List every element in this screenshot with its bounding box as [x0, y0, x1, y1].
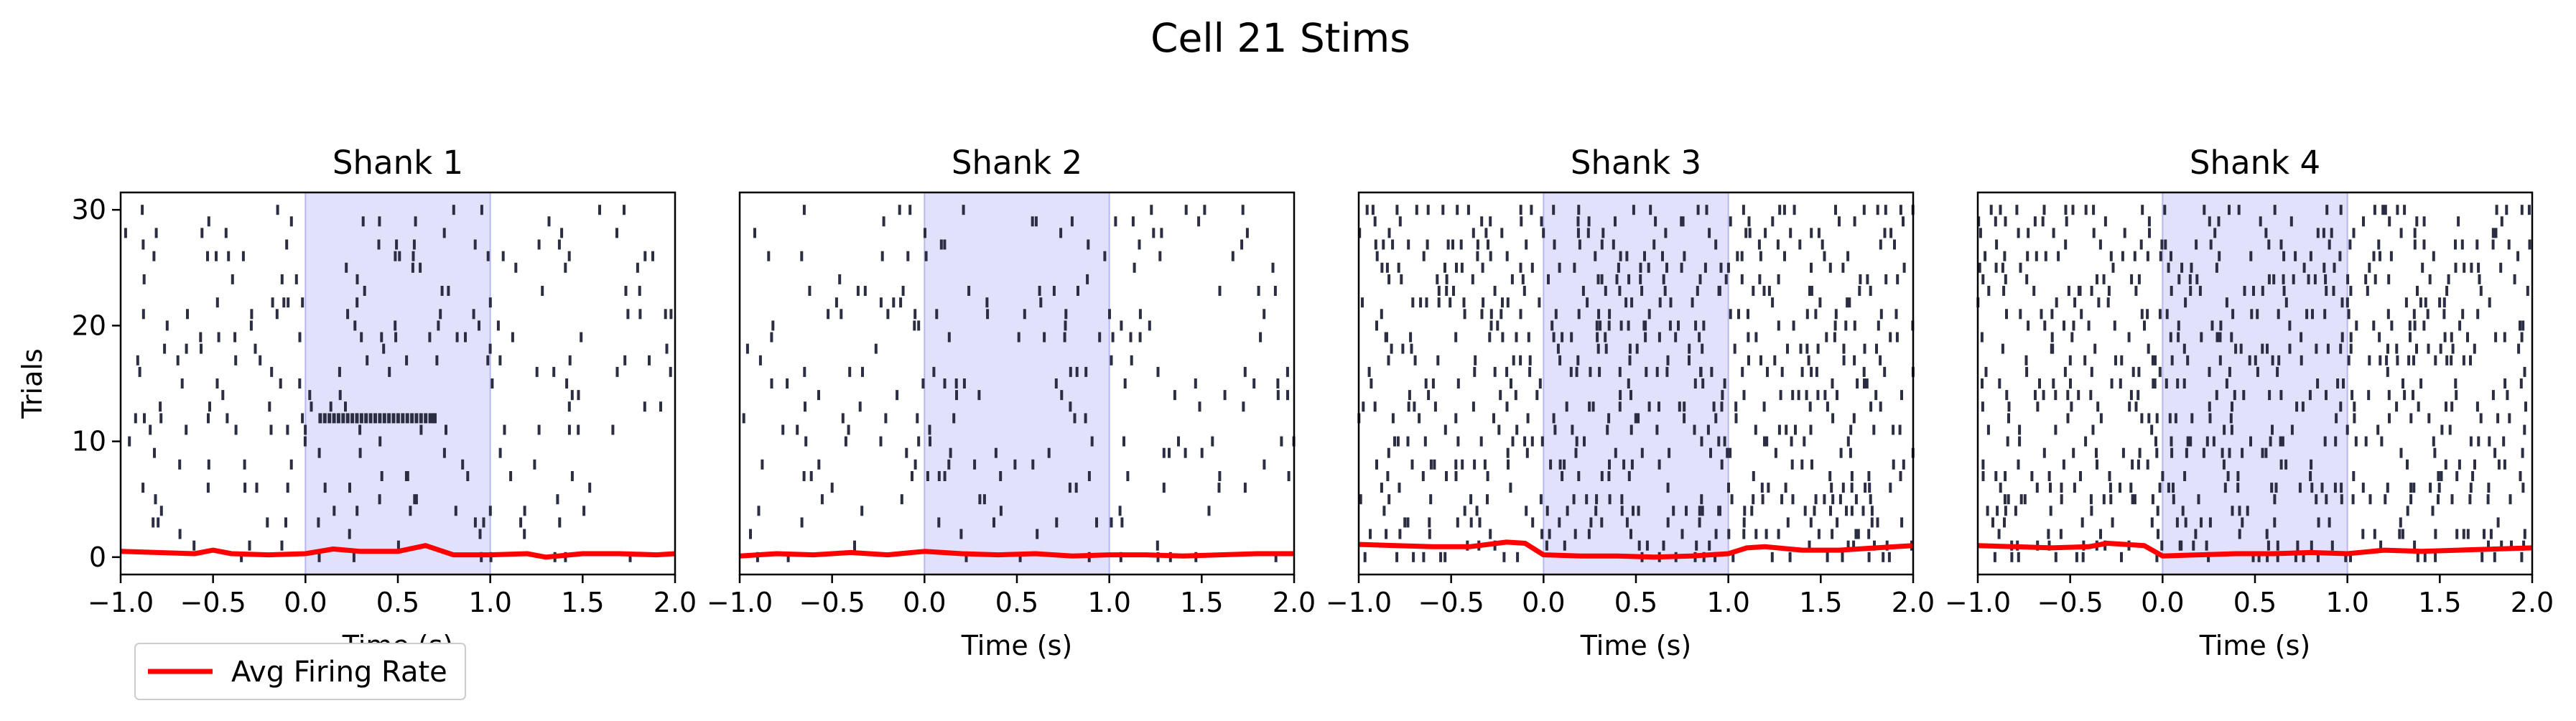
- x-tick-label: 0.0: [903, 587, 946, 618]
- panels-group: −1.0 −0.5 0.0 0.5 1.0 1.5 2.0 0 10 20 30 Shank 1 Tim…: [17, 144, 2554, 661]
- y-tick-label: 0: [89, 541, 106, 573]
- legend-box: [134, 643, 466, 700]
- stim-window-shade: [924, 192, 1110, 575]
- x-tick-label: 1.0: [1087, 587, 1130, 618]
- x-tick-label: −1.0: [88, 587, 154, 618]
- x-tick-label: −1.0: [1326, 587, 1392, 618]
- x-tick-label: 0.0: [1522, 587, 1565, 618]
- x-tick-label: −0.5: [2037, 587, 2103, 618]
- panel-3: −1.0 −0.5 0.0 0.5 1.0 1.5 2.0 Shank 3 Time (s): [1326, 144, 1935, 661]
- x-tick-label: −0.5: [180, 587, 246, 618]
- x-tick-label: −0.5: [799, 587, 865, 618]
- x-tick-label: 1.0: [2325, 587, 2368, 618]
- panel-2: −1.0 −0.5 0.0 0.5 1.0 1.5 2.0 Shank 2 Time (s): [707, 144, 1316, 661]
- legend: Avg Firing Rate: [134, 643, 466, 700]
- x-tick-label: 1.5: [1180, 587, 1223, 618]
- panel-title: Shank 1: [333, 144, 463, 182]
- avg-firing-rate-line: [739, 549, 1294, 559]
- figure-title: Cell 21 Stims: [1150, 15, 1410, 61]
- x-axis-label: Time (s): [1580, 630, 1692, 661]
- y-tick-label: 20: [72, 310, 106, 341]
- x-axis-label: Time (s): [2199, 630, 2311, 661]
- x-tick-label: 1.5: [2418, 587, 2461, 618]
- y-tick-label: 10: [72, 426, 106, 457]
- x-tick-label: 1.0: [468, 587, 511, 618]
- spike-raster: [124, 205, 673, 562]
- panel-title: Shank 4: [2190, 144, 2320, 182]
- panel-4: −1.0 −0.5 0.0 0.5 1.0 1.5 2.0 Shank 4 Time (s): [1945, 144, 2554, 661]
- x-tick-label: 0.5: [2233, 587, 2277, 618]
- legend-label: Avg Firing Rate: [231, 656, 447, 689]
- stim-window-shade: [1543, 192, 1729, 575]
- x-axis-label: Time (s): [961, 630, 1073, 661]
- x-tick-label: 0.0: [284, 587, 327, 618]
- y-tick-label: 30: [72, 194, 106, 225]
- panel-title: Shank 2: [952, 144, 1082, 182]
- y-axis-label: Trials: [17, 348, 48, 419]
- x-tick-label: −1.0: [707, 587, 773, 618]
- x-tick-label: 1.0: [1706, 587, 1749, 618]
- x-tick-label: 1.5: [561, 587, 604, 618]
- x-tick-label: 0.5: [1614, 587, 1657, 618]
- x-tick-label: 2.0: [2511, 587, 2554, 618]
- stim-window-shade: [2162, 192, 2348, 575]
- x-tick-label: 0.0: [2141, 587, 2184, 618]
- avg-firing-rate-line: [1977, 541, 2533, 559]
- panel-title: Shank 3: [1571, 144, 1701, 182]
- x-tick-label: 0.5: [995, 587, 1038, 618]
- stim-window-shade: [304, 192, 491, 575]
- x-tick-label: 2.0: [654, 587, 697, 618]
- x-tick-label: 1.5: [1799, 587, 1842, 618]
- x-tick-label: 2.0: [1892, 587, 1935, 618]
- x-tick-label: −1.0: [1945, 587, 2011, 618]
- avg-firing-rate-line: [1358, 539, 1914, 560]
- x-tick-label: 2.0: [1273, 587, 1316, 618]
- avg-firing-rate-line: [120, 543, 676, 560]
- x-tick-label: 0.5: [376, 587, 419, 618]
- x-tick-label: −0.5: [1418, 587, 1484, 618]
